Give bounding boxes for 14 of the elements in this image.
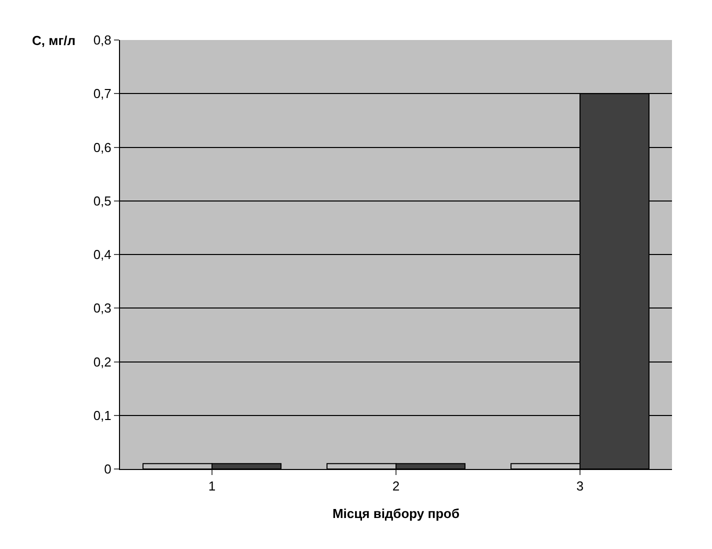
x-axis-title: Місця відбору проб — [332, 506, 460, 521]
x-tick-label: 3 — [576, 478, 584, 494]
y-tick-label: 0,8 — [93, 32, 112, 48]
y-tick-label: 0,2 — [93, 354, 112, 370]
y-tick-label: 0,1 — [93, 408, 112, 423]
y-axis-title: С, мг/л — [32, 33, 76, 48]
y-tick-label: 0,7 — [93, 86, 112, 102]
x-tick-label: 1 — [208, 478, 216, 494]
y-tick-label: 0,5 — [93, 193, 112, 208]
y-tick-label: 0,6 — [93, 140, 112, 155]
y-tick-label: 0,3 — [93, 300, 112, 316]
y-tick-label: 0 — [104, 462, 112, 477]
y-tick-label: 0,4 — [93, 247, 112, 262]
x-tick-label: 2 — [392, 478, 400, 494]
